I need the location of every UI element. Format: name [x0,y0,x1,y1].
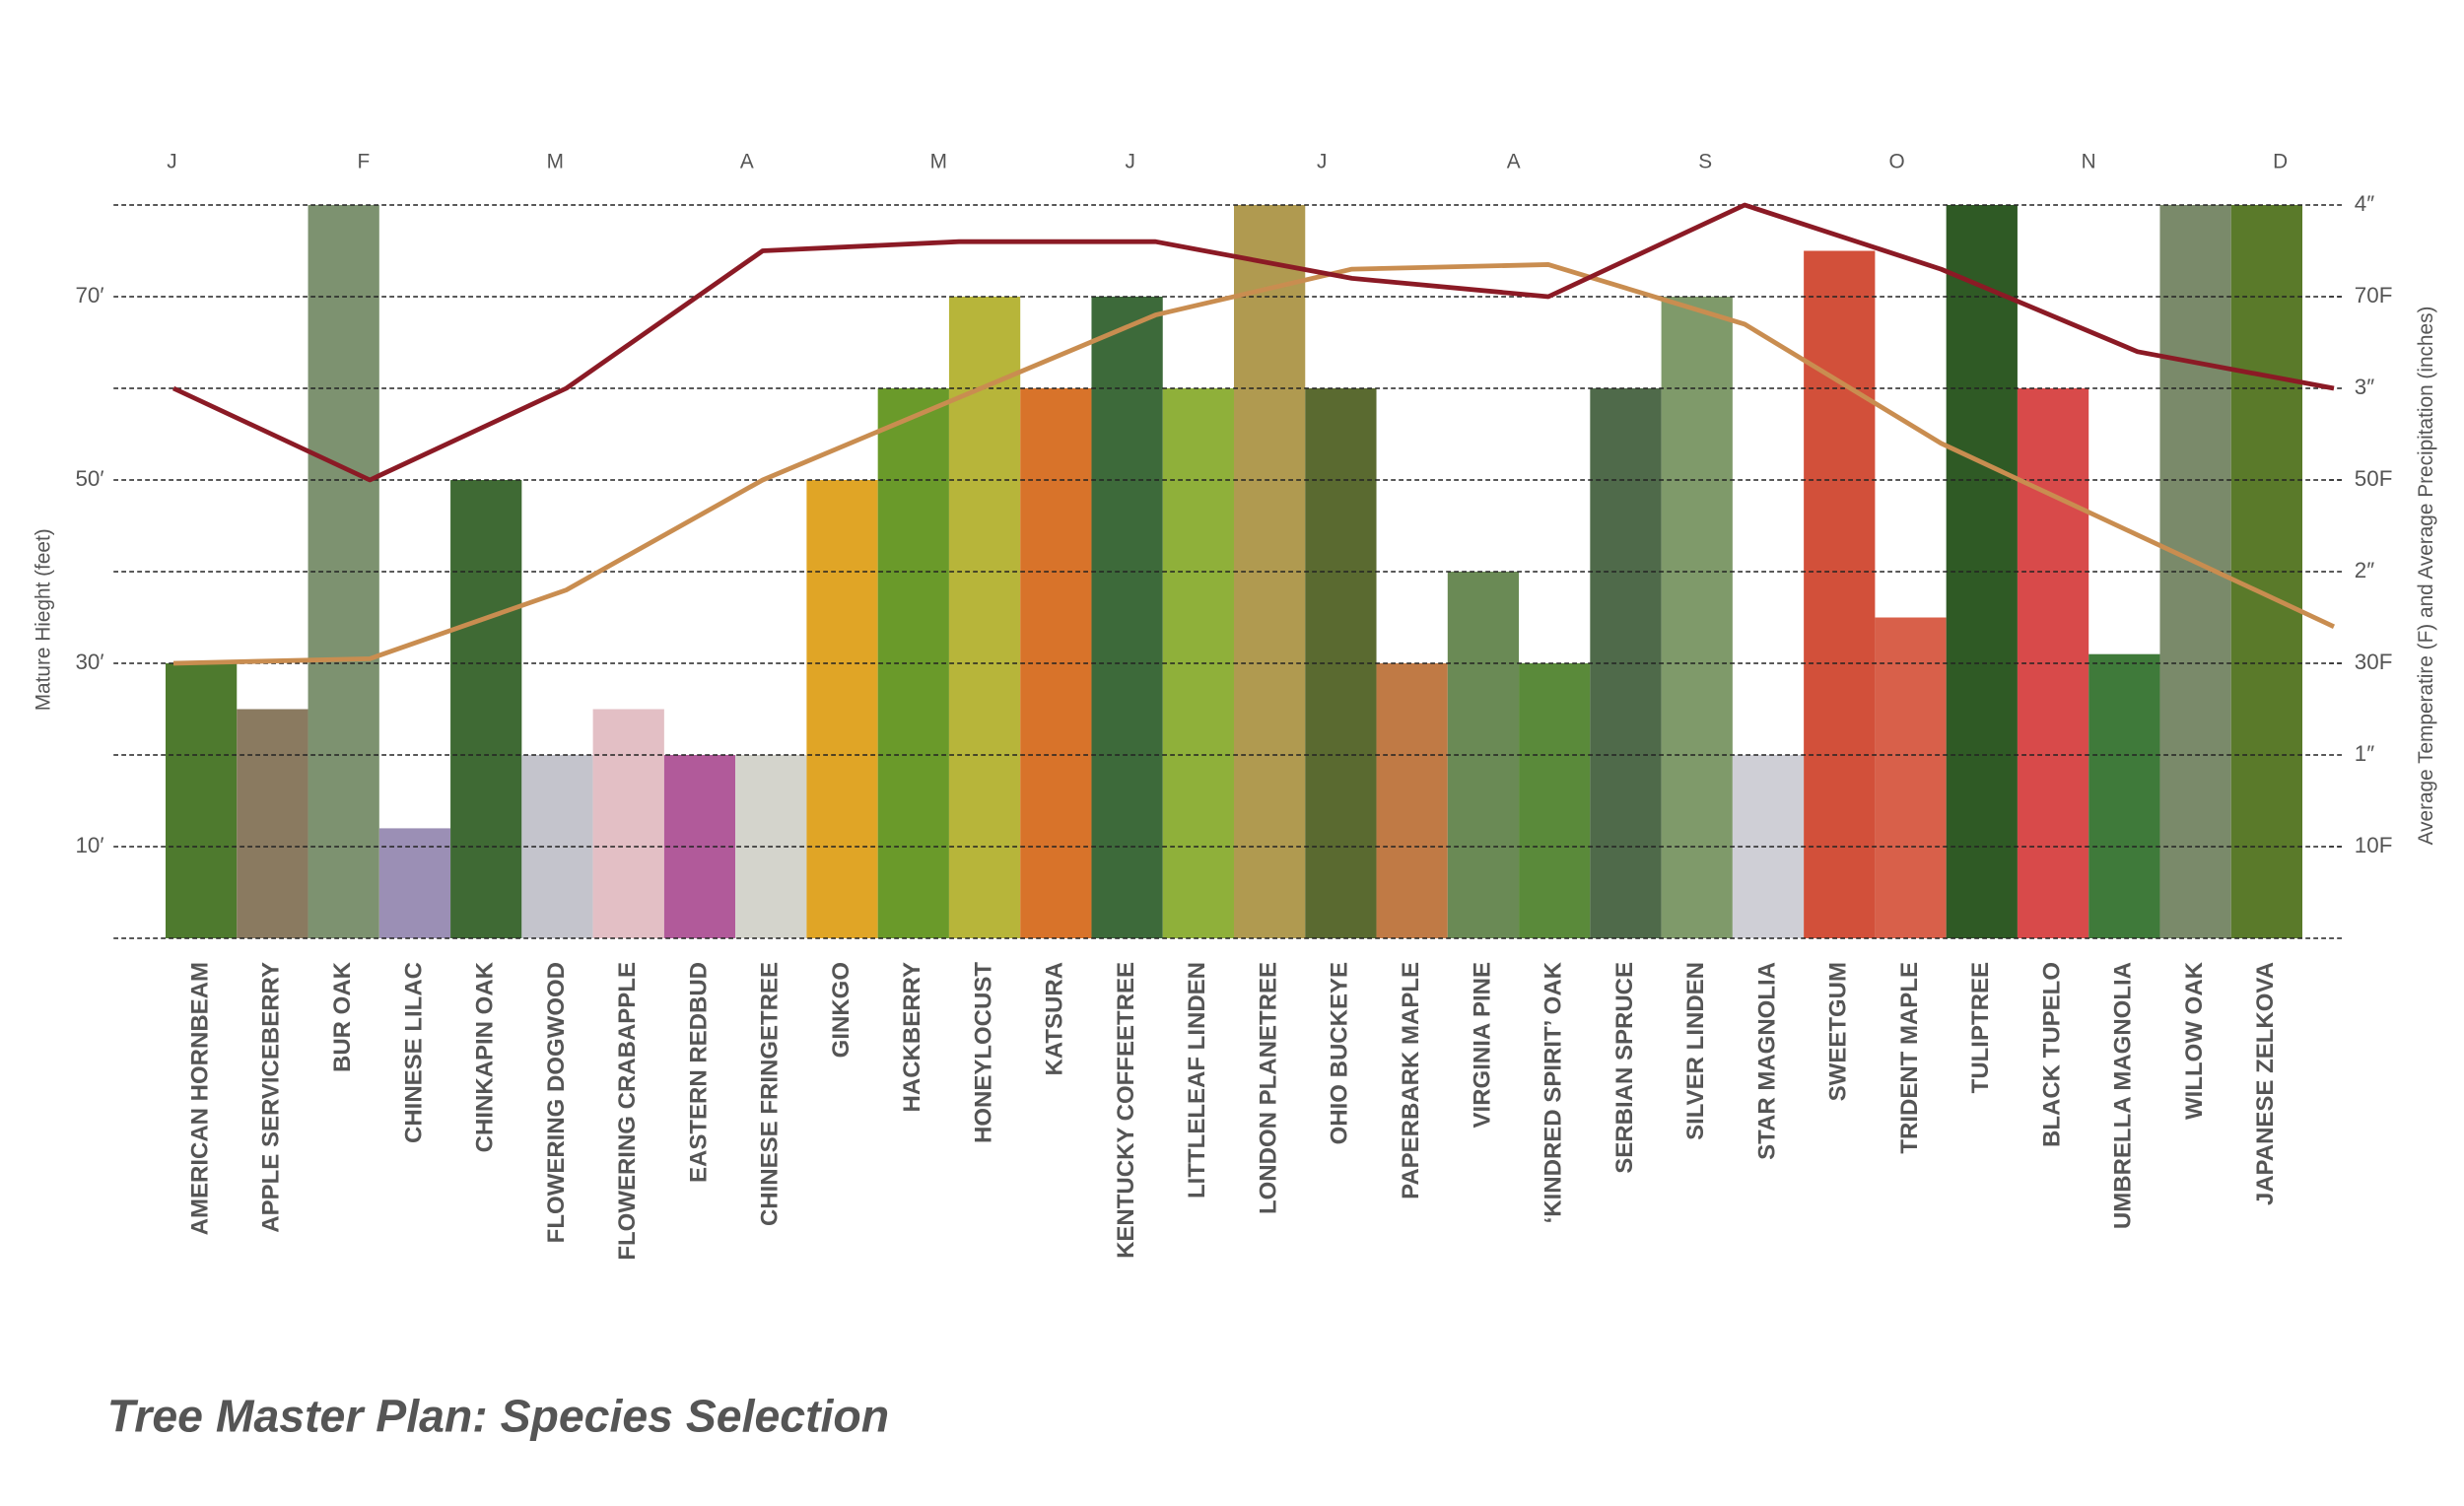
chart-title: Tree Master Plan: Species Selection [107,1390,889,1441]
bar [1946,205,2018,938]
x-tick-label: APPLE SERVICEBERRY [258,962,285,1233]
y-axis-label: Mature Hieght (feet) [32,528,54,711]
x-tick-label: ‘KINDRED SPIRIT’ OAK [1540,961,1567,1223]
x-tick-label: GINKGO [828,962,855,1058]
bar [2017,388,2089,938]
bar [1376,663,1448,938]
month-label: A [740,150,754,172]
x-tick-label: UMBRELLA MAGNOLIA [2110,962,2137,1229]
month-label: D [2273,150,2288,172]
x-tick-label: JAPANESE ZELKOVA [2252,962,2279,1205]
x-tick-label: OHIO BUCKEYE [1327,962,1353,1144]
bar [806,480,878,938]
y-tick-label: 70′ [75,283,103,308]
month-label: F [358,150,371,172]
x-tick-label: TULIPTREE [1967,962,1994,1093]
x-tick-label: WILLOW OAK [2181,961,2208,1120]
bar [1519,663,1591,938]
x-tick-label: HONEYLOCUST [970,962,996,1143]
bar [1661,297,1733,938]
bar [378,828,451,938]
month-label: J [167,150,176,172]
bar [948,297,1021,938]
x-tick-label: PAPERBARK MAPLE [1398,962,1424,1199]
x-tick-label: CHINKAPIN OAK [472,961,499,1152]
y3-tick-label: 2″ [2355,558,2374,582]
x-tick-label: FLOWERING DOGWOOD [543,962,570,1243]
bar [1804,250,1876,938]
x-tick-label: BLACK TUPELO [2038,962,2065,1147]
month-label: A [1507,150,1521,172]
y-tick-label: 50′ [75,466,103,491]
bar [237,709,308,938]
x-tick-label: KENTUCKY COFFEETREE [1113,962,1139,1259]
x-tick-label: VIRGINIA PINE [1469,962,1495,1128]
x-tick-label: LITTLELEAF LINDEN [1184,962,1210,1198]
line-series [172,262,2336,666]
month-label: O [1889,150,1905,172]
y-tick-label: 30′ [75,650,103,674]
x-tick-label: CHINESE LILAC [400,962,427,1143]
month-label: N [2082,150,2096,172]
bar [1447,572,1520,938]
x-tick-label: TRIDENT MAPLE [1896,962,1923,1154]
y2-tick-label: 70F [2355,283,2393,308]
x-tick-label: EASTERN REDBUD [685,962,712,1183]
x-tick-label: STAR MAGNOLIA [1753,962,1780,1160]
x-tick-label: SWEETGUM [1825,962,1852,1101]
x-tick-label: CHINESE FRINGETREE [757,962,784,1226]
x-tick-label: FLOWERING CRABAPPLE [614,962,641,1261]
month-label: M [930,150,947,172]
x-tick-label: SILVER LINDEN [1682,962,1709,1140]
bar [1305,388,1377,938]
bar [1732,755,1805,938]
x-tick-label: AMERICAN HORNBEAM [186,962,213,1235]
y2-tick-label: 30F [2355,650,2393,674]
x-tick-label: LONDON PLANETREE [1255,962,1281,1214]
x-tick-label: SERBIAN SPRUCE [1611,962,1638,1174]
x-tick-label: HACKBERRY [899,962,925,1112]
bar [1590,388,1662,938]
month-label: J [1317,150,1327,172]
month-label: M [547,150,564,172]
month-label: J [1126,150,1135,172]
bar [592,709,664,938]
x-tick-label: KATSURA [1042,962,1068,1076]
y-tick-label: 10′ [75,833,103,857]
y3-tick-label: 4″ [2355,191,2374,216]
line-series [171,202,2335,483]
y2-tick-label: 10F [2355,833,2393,857]
x-tick-label: BUR OAK [329,961,356,1072]
bar [450,480,522,938]
bar [1234,205,1306,938]
y2-tick-label: 50F [2355,466,2393,491]
y3-tick-label: 3″ [2355,375,2374,399]
bar [2088,653,2160,938]
y3-tick-label: 1″ [2355,741,2374,766]
month-label: S [1698,150,1712,172]
bar [1875,617,1947,938]
bar [166,663,238,938]
bar [1091,297,1163,938]
y2-axis-label: Average Temperatire (F) and Average Prec… [2415,307,2437,846]
